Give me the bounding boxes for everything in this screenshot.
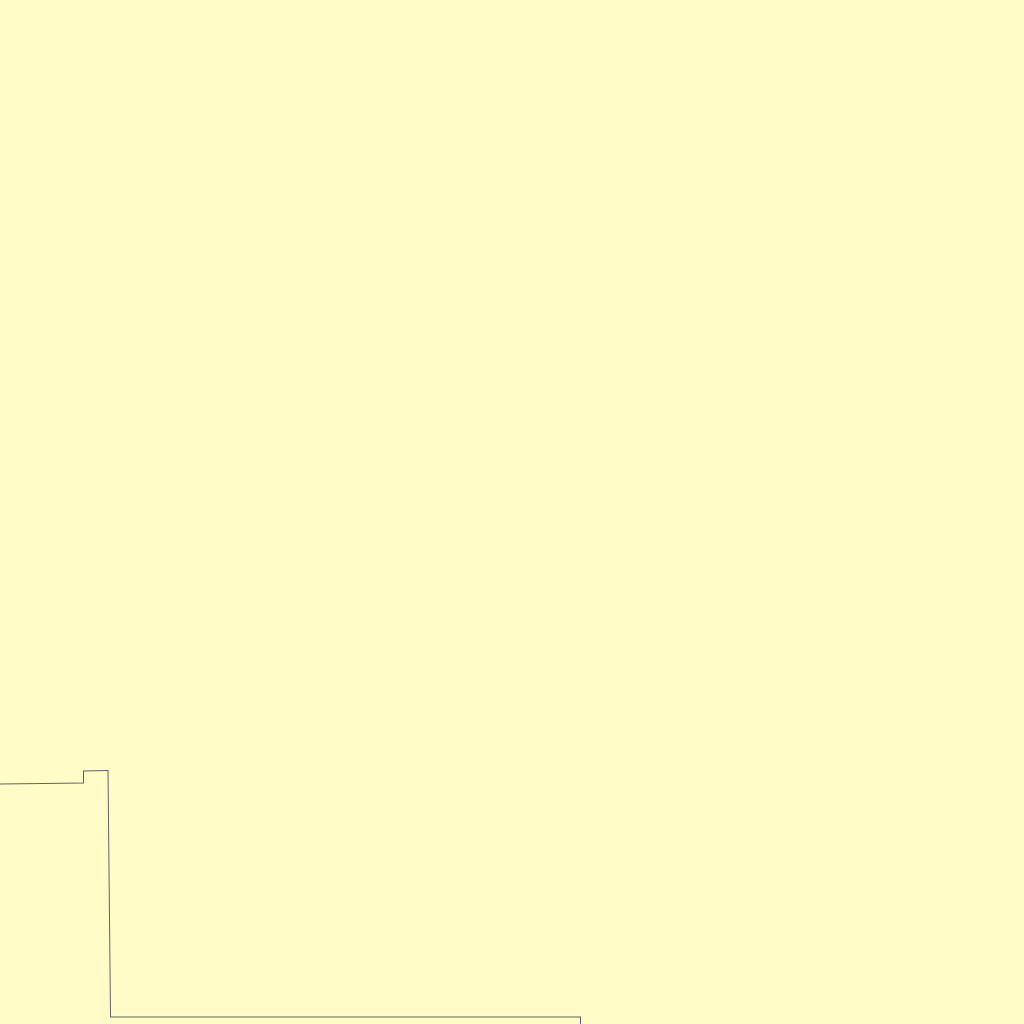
boundary-line xyxy=(0,769,581,1024)
